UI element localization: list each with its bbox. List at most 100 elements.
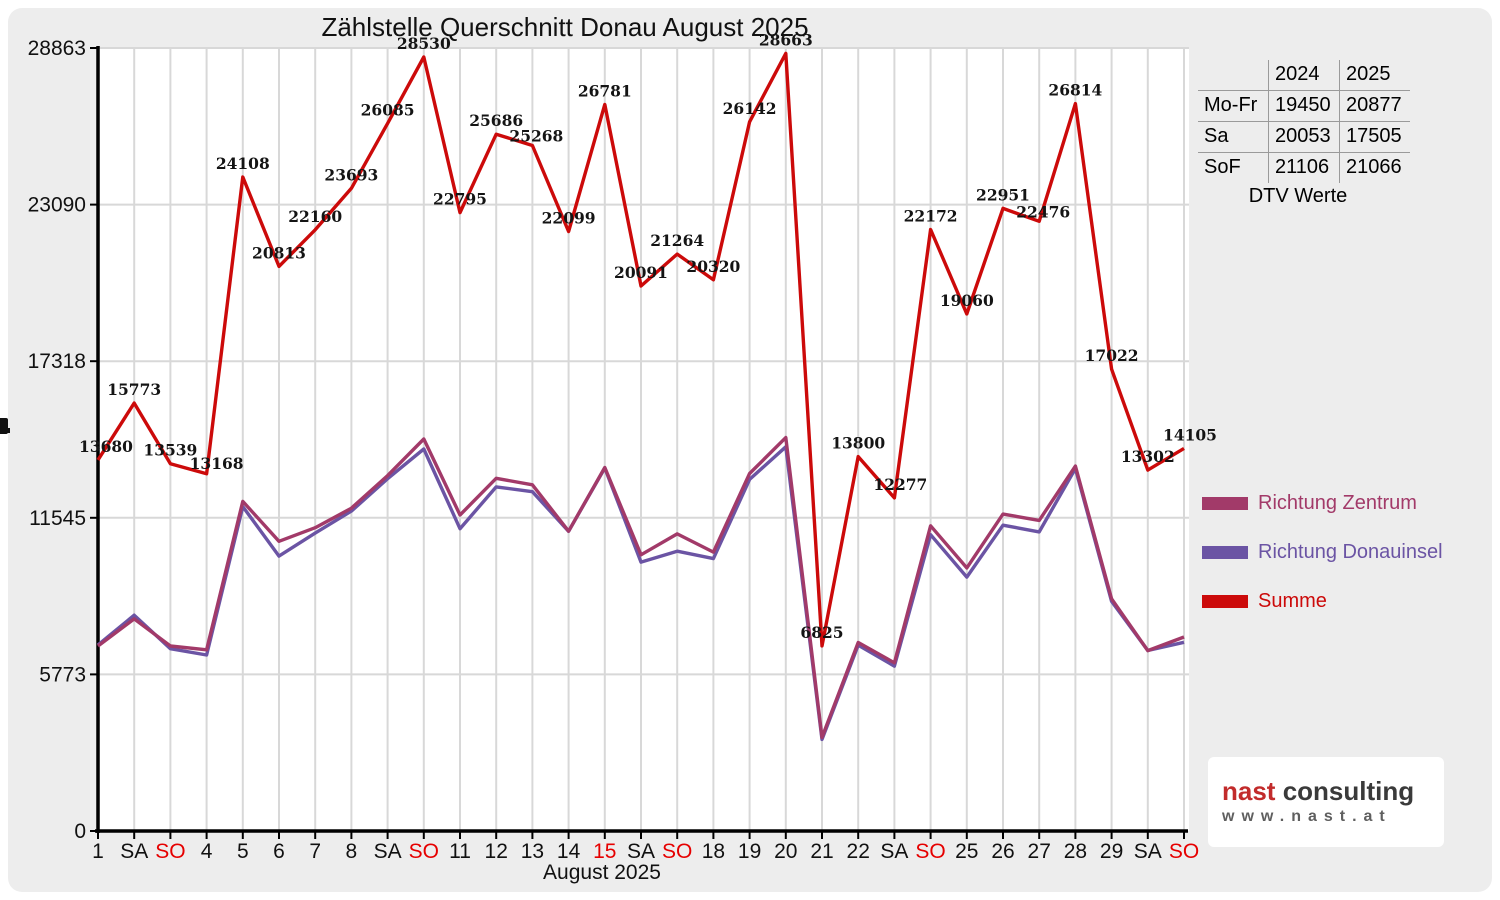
legend-item-donauinsel: Richtung Donauinsel — [1202, 541, 1443, 564]
cell-value: 21106 — [1268, 152, 1340, 183]
x-tick-label: SO — [155, 840, 185, 863]
summe-data-label: 17022 — [1085, 346, 1139, 365]
zentrum-swatch-icon — [1202, 497, 1248, 510]
x-tick-labels: 1 SA SO 4 5 6 7 8 SA SO 11 12 13 14 15 SA SO 18 19 20 21 22 SA… — [92, 840, 1199, 863]
x-tick-label: SO — [915, 840, 945, 863]
x-tick-label: 11 — [449, 840, 471, 863]
y-axis-title-clipped — [0, 418, 10, 434]
summe-data-label: 14105 — [1163, 425, 1217, 444]
table-header-2025: 2025 — [1339, 60, 1410, 91]
row-label: Sa — [1198, 121, 1269, 153]
summe-data-label: 26814 — [1048, 81, 1102, 100]
chart-legend: Richtung Zentrum Richtung Donauinsel Sum… — [1202, 492, 1443, 639]
summe-swatch-icon — [1202, 595, 1248, 608]
x-tick-label: 1 — [92, 840, 104, 863]
x-tick-label: 14 — [557, 840, 581, 863]
svg-text:0: 0 — [74, 820, 86, 843]
svg-text:17318: 17318 — [28, 350, 86, 373]
cell-value: 17505 — [1339, 121, 1410, 153]
summe-data-label: 26085 — [361, 100, 415, 119]
x-tick-label: SO — [1169, 840, 1199, 863]
summe-data-label: 13302 — [1121, 447, 1175, 466]
table-header-row: 2024 2025 — [1198, 60, 1410, 91]
dtv-table: 2024 2025 Mo-Fr 19450 20877 Sa 20053 175… — [1198, 60, 1410, 208]
logo-suffix: consulting — [1275, 776, 1415, 806]
svg-text:28863: 28863 — [28, 37, 86, 60]
x-ticks — [97, 831, 1185, 839]
x-tick-label: 29 — [1100, 840, 1123, 863]
x-tick-label: 13 — [521, 840, 544, 863]
legend-label: Summe — [1258, 590, 1327, 612]
x-tick-label: 7 — [309, 840, 321, 863]
table-row: SoF 21106 21066 — [1198, 152, 1410, 183]
summe-data-label: 13680 — [79, 437, 133, 456]
zentrum-line — [96, 435, 1185, 740]
x-tick-label: 8 — [346, 840, 358, 863]
legend-item-summe: Summe — [1202, 590, 1443, 613]
cell-value: 20053 — [1268, 121, 1340, 153]
summe-data-label: 22099 — [542, 209, 596, 228]
donauinsel-line — [96, 445, 1185, 742]
svg-text:5773: 5773 — [39, 663, 86, 686]
summe-data-label: 25686 — [469, 111, 523, 130]
summe-data-label: 19060 — [940, 291, 994, 310]
summe-data-label: 22160 — [288, 207, 342, 226]
summe-data-label: 25268 — [509, 127, 563, 146]
chart-title: Zählstelle Querschnitt Donau August 2025 — [321, 12, 809, 42]
summe-data-label: 13168 — [190, 454, 244, 473]
row-label: Mo-Fr — [1198, 90, 1269, 122]
legend-item-zentrum: Richtung Zentrum — [1202, 492, 1443, 515]
summe-data-label: 13539 — [143, 441, 197, 460]
logo-wordmark: nast consulting — [1222, 778, 1444, 804]
x-tick-label: 6 — [273, 840, 285, 863]
x-axis-title: August 2025 — [543, 861, 661, 884]
x-tick-label: 21 — [810, 840, 833, 863]
summe-data-label: 15773 — [107, 380, 161, 399]
x-tick-label: 4 — [201, 840, 213, 863]
row-label: SoF — [1198, 152, 1269, 183]
x-tick-label: SO — [662, 840, 692, 863]
x-tick-label: 28 — [1064, 840, 1087, 863]
y-tick-labels: 0 5773 11545 17318 23090 28863 — [28, 37, 86, 843]
x-tick-label: SA — [120, 840, 148, 863]
x-tick-label: 26 — [991, 840, 1014, 863]
donauinsel-swatch-icon — [1202, 546, 1248, 559]
summe-data-label: 22795 — [433, 190, 487, 209]
x-tick-label: SA — [374, 840, 402, 863]
svg-text:23090: 23090 — [28, 194, 86, 217]
svg-text:11545: 11545 — [29, 507, 86, 530]
nast-consulting-logo: nast consulting www.nast.at — [1208, 757, 1444, 847]
summe-line — [96, 51, 1185, 648]
x-tick-label: 15 — [593, 840, 616, 863]
y-ticks — [90, 47, 98, 832]
legend-label: Richtung Donauinsel — [1258, 541, 1443, 563]
x-tick-label: SA — [1134, 840, 1162, 863]
table-header-2024: 2024 — [1268, 60, 1340, 91]
x-tick-label: 19 — [738, 840, 761, 863]
x-tick-label: 20 — [774, 840, 797, 863]
summe-data-label: 6825 — [800, 623, 843, 642]
summe-data-label: 12277 — [873, 475, 927, 494]
x-tick-label: SA — [627, 840, 655, 863]
summe-data-label: 20091 — [614, 263, 668, 282]
x-tick-label: 27 — [1028, 840, 1051, 863]
table-row: Mo-Fr 19450 20877 — [1198, 90, 1410, 122]
cell-value: 20877 — [1339, 90, 1410, 122]
summe-data-label: 20320 — [686, 257, 740, 276]
summe-data-label: 22951 — [976, 185, 1030, 204]
x-tick-label: 25 — [955, 840, 978, 863]
summe-data-label: 24108 — [216, 154, 270, 173]
summe-data-label: 28663 — [759, 30, 813, 49]
cell-value: 19450 — [1268, 90, 1340, 122]
summe-data-label: 22476 — [1016, 202, 1070, 221]
table-row: Sa 20053 17505 — [1198, 121, 1410, 153]
cell-value: 21066 — [1339, 152, 1410, 183]
x-tick-label: 22 — [847, 840, 870, 863]
summe-data-label: 22172 — [904, 207, 958, 226]
summe-data-label: 26142 — [723, 99, 777, 118]
summe-data-label: 26781 — [578, 82, 632, 101]
x-tick-label: 12 — [485, 840, 508, 863]
logo-url: www.nast.at — [1222, 808, 1392, 825]
x-tick-label: SA — [880, 840, 908, 863]
